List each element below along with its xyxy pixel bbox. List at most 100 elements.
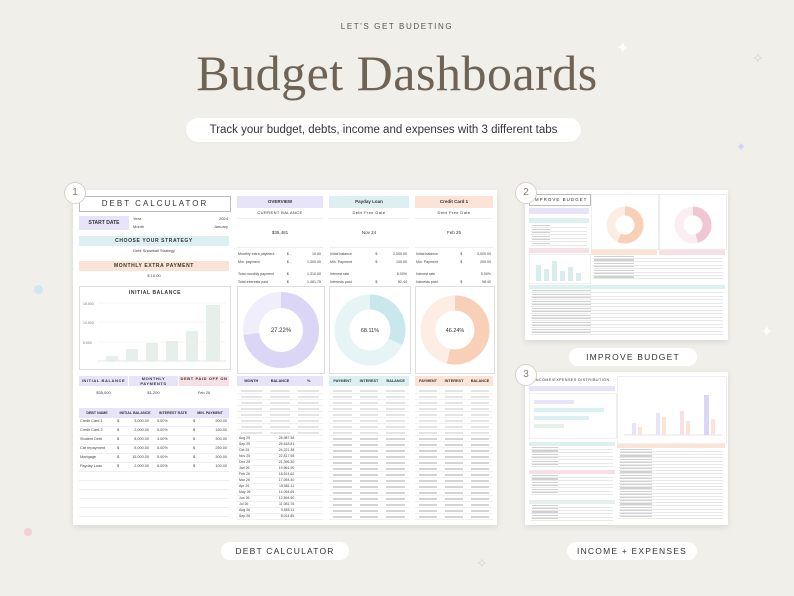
table-cell[interactable]: 5,000.00 [134,446,149,450]
table-cell[interactable]: Car repayment [80,446,106,450]
placeholder-text [620,516,652,518]
placeholder-line [531,299,723,300]
panel-row-currency: $ [286,272,289,276]
schedule-placeholder [241,390,262,392]
overview-percent: 27.22% [271,328,292,334]
panel-row-currency: $ [375,252,378,256]
table-cell[interactable]: $ [193,419,196,423]
placeholder-line [531,227,587,228]
table-cell[interactable]: $ [117,464,120,468]
table-cell[interactable]: 3,000.00 [134,419,149,423]
table-cell[interactable]: $ [193,464,196,468]
placeholder-line [619,454,723,456]
schedule-placeholder [419,480,437,482]
payday-loan-panel: Payday Loan Debt Free Date Nov 24 Initial b… [329,196,409,286]
table-cell[interactable]: 5.00% [157,446,168,450]
panel-row-label: Min. payment [238,260,260,264]
table-cell[interactable]: $ [117,437,120,441]
table-cell[interactable]: $ [117,455,120,459]
table-cell[interactable]: 2,000.00 [134,464,149,468]
payday-donut: 68.11% [334,294,406,366]
tab-debt-calculator[interactable]: DEBT CALCULATOR [221,542,349,560]
table-cell[interactable]: 15,000.00 [132,455,149,459]
table-cell[interactable]: $ [117,446,120,450]
sparkle-outline-icon: ✧ [752,50,764,66]
panel-value: $35,481 [271,230,289,235]
schedule-row-line [237,513,323,514]
schedule-month: Sep 25 [239,442,251,446]
table-cell[interactable]: 250.00 [215,446,227,450]
placeholder-text [532,239,550,241]
placeholder-text [532,450,558,452]
table-cell[interactable]: 2,000.00 [134,428,149,432]
table-cell[interactable]: $ [117,428,120,432]
panel-value-box [415,218,493,248]
table-cell[interactable]: 5.00% [157,428,168,432]
schedule-row-line [329,495,409,496]
panel-row-label: Initial balance [330,252,352,256]
placeholder-text [594,266,634,268]
debt-calculator-preview[interactable]: DEBT CALCULATOR START DATE Year 2024 Mon… [73,190,497,525]
placeholder-text [620,471,652,473]
table-cell[interactable]: 200.00 [215,419,227,423]
placeholder-line [619,499,723,500]
table-cell[interactable]: Credit Card 2 [80,428,103,432]
table-cell[interactable]: 5.00% [157,455,168,459]
table-cell[interactable]: 8,000.00 [134,437,149,441]
placeholder-text [532,447,558,449]
placeholder-line [531,466,613,467]
table-cell[interactable]: 300.00 [215,437,227,441]
table-cell[interactable]: Mortgage [80,455,97,459]
table-cell[interactable]: $ [117,419,120,423]
improve-budget-preview[interactable]: IMPROVE BUDGET [525,190,728,340]
table-cell[interactable]: Payday Loan [80,464,103,468]
placeholder-text [620,493,652,495]
schedule-placeholder [241,414,262,416]
schedule-row-line [415,399,493,400]
schedule-placeholder [386,462,405,464]
start-month-select[interactable]: January [213,224,228,229]
panel-row-label: Total interests paid [238,280,268,284]
placeholder-line [619,486,723,488]
table-cell[interactable]: 8.00% [157,464,168,468]
table-cell[interactable]: 3.00% [157,437,168,441]
table-cell[interactable]: $ [193,455,196,459]
placeholder-line [531,510,613,512]
table-cell[interactable]: Student Debt [80,437,103,441]
strategy-select[interactable]: Debt Snowball Strategy [133,248,175,253]
schedule-placeholder [471,456,489,458]
table-cell[interactable]: $ [193,446,196,450]
schedule-placeholder [386,438,405,440]
start-year-field[interactable]: 2024 [219,216,228,221]
income-expenses-preview[interactable]: INCOME/EXPENSES DISTRIBUTION [525,372,728,525]
schedule-placeholder [386,390,405,392]
schedule-placeholder [269,414,291,416]
placeholder-line [531,483,613,485]
table-cell[interactable]: $ [193,437,196,441]
table-cell[interactable]: Credit Card 1 [80,419,103,423]
table-cell[interactable]: $ [193,428,196,432]
placeholder-text [532,321,591,323]
placeholder-line [619,479,723,481]
tab-income-expenses[interactable]: INCOME + EXPENSES [567,542,697,560]
table-cell[interactable]: 100.00 [215,464,227,468]
table-cell[interactable]: 300.00 [215,455,227,459]
table-cell[interactable]: 150.00 [215,428,227,432]
placeholder-line [531,480,613,482]
schedule-placeholder [359,462,379,464]
extra-payment-input[interactable]: $ 10.00 [147,273,161,278]
table-cell[interactable]: 5.00% [157,419,168,423]
placeholder-line [531,313,723,314]
schedule-row-line [329,507,409,508]
schedule-placeholder [471,462,489,464]
schedule-placeholder [333,456,352,458]
placeholder-text [532,300,591,302]
schedule-placeholder [471,396,489,398]
tab-improve-budget[interactable]: IMPROVE BUDGET [569,348,697,366]
schedule-row-line [329,435,409,436]
overview-panel: OVERVIEW CURRENT BALANCE $35,481 Monthly ex… [237,196,323,286]
schedule-placeholder [241,402,262,404]
schedule-placeholder [445,432,463,434]
placeholder-text [532,514,558,516]
start-date-label: START DATE [79,216,129,230]
